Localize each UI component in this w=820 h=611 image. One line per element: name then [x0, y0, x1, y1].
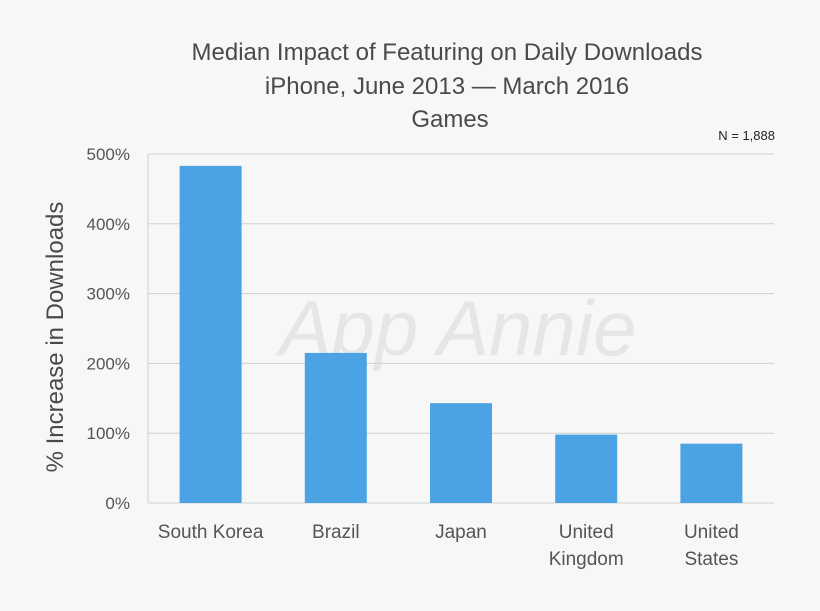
x-axis-categories: South Korea Brazil Japan United Kingdom Unite…: [158, 522, 739, 570]
y-tick-label: 500%: [87, 145, 130, 164]
x-category-label: Brazil: [312, 522, 360, 543]
chart-title-line-2: iPhone, June 2013 — March 2016: [265, 73, 629, 100]
x-category-label: United: [684, 522, 739, 543]
bar: [179, 165, 242, 503]
y-tick-label: 400%: [87, 215, 130, 234]
chart-title-line-3: Games: [411, 106, 488, 133]
y-axis-ticks: 0% 100% 200% 300% 400% 500%: [87, 145, 130, 513]
bar: [680, 443, 743, 503]
bar: [555, 434, 618, 503]
x-category-label: Japan: [435, 522, 487, 543]
y-tick-label: 100%: [87, 424, 130, 443]
y-axis-label: % Increase in Downloads: [42, 202, 69, 473]
y-tick-label: 200%: [87, 354, 130, 373]
x-category-label: States: [684, 549, 738, 570]
x-category-label: South Korea: [158, 522, 264, 543]
y-tick-label: 0%: [105, 494, 130, 513]
chart-title-line-1: Median Impact of Featuring on Daily Down…: [192, 39, 703, 66]
bars: [179, 165, 743, 503]
x-category-label: United: [559, 522, 614, 543]
sample-size-note: N = 1,888: [718, 128, 775, 143]
y-tick-label: 300%: [87, 285, 130, 304]
x-category-label: Kingdom: [549, 549, 624, 570]
bar: [304, 352, 367, 503]
bar: [430, 403, 492, 503]
